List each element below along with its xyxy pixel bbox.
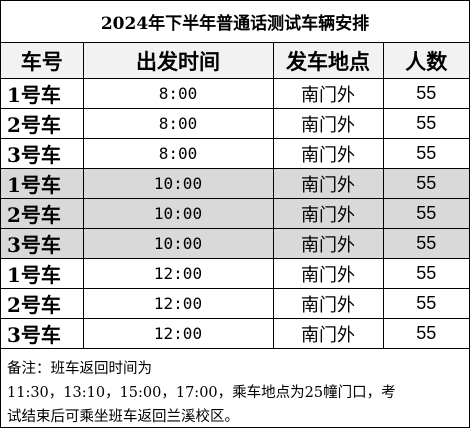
time-cell: 12:00 [82, 288, 274, 319]
count-cell: 55 [382, 228, 470, 259]
time-cell: 12:00 [82, 318, 274, 349]
count-cell: 55 [382, 168, 470, 199]
place-cell: 南门外 [272, 168, 384, 199]
header-row: 车号 出发时间 发车地点 人数 [1, 42, 470, 79]
table-row: 3号车 8:00 南门外 55 [1, 138, 470, 169]
place-cell: 南门外 [272, 108, 384, 139]
header-time: 出发时间 [82, 42, 274, 79]
time-cell: 10:00 [82, 198, 274, 229]
count-cell: 55 [382, 258, 470, 289]
place-cell: 南门外 [272, 288, 384, 319]
table-row: 2号车 10:00 南门外 55 [1, 198, 470, 229]
table-row: 2号车 12:00 南门外 55 [1, 288, 470, 319]
sheet-title: 2024年下半年普通话测试车辆安排 [1, 1, 470, 43]
header-car: 车号 [1, 42, 84, 79]
note-line: 11:30，13:10，15:00，17:00，乘车地点为25幢门口，考 [7, 385, 396, 401]
table-row: 2号车 8:00 南门外 55 [1, 108, 470, 139]
table-row: 1号车 10:00 南门外 55 [1, 168, 470, 199]
time-cell: 8:00 [82, 138, 274, 169]
time-cell: 8:00 [82, 78, 274, 109]
car-cell: 1号车 [1, 78, 84, 109]
count-cell: 55 [382, 138, 470, 169]
car-cell: 3号车 [1, 228, 84, 259]
place-cell: 南门外 [272, 78, 384, 109]
table-row: 3号车 12:00 南门外 55 [1, 318, 470, 349]
schedule-table: 2024年下半年普通话测试车辆安排 车号 出发时间 发车地点 人数 1号车 8:… [1, 1, 470, 349]
note-line: 试结束后可乘坐班车返回兰溪校区。 [7, 409, 239, 425]
place-cell: 南门外 [272, 138, 384, 169]
time-cell: 10:00 [82, 228, 274, 259]
title-row: 2024年下半年普通话测试车辆安排 [1, 1, 470, 43]
count-cell: 55 [382, 108, 470, 139]
time-cell: 8:00 [82, 108, 274, 139]
car-cell: 2号车 [1, 198, 84, 229]
car-cell: 1号车 [1, 168, 84, 199]
place-cell: 南门外 [272, 258, 384, 289]
car-cell: 2号车 [1, 108, 84, 139]
count-cell: 55 [382, 78, 470, 109]
car-cell: 1号车 [1, 258, 84, 289]
count-cell: 55 [382, 198, 470, 229]
car-cell: 3号车 [1, 318, 84, 349]
car-cell: 3号车 [1, 138, 84, 169]
place-cell: 南门外 [272, 198, 384, 229]
table-row: 3号车 10:00 南门外 55 [1, 228, 470, 259]
table-row: 1号车 8:00 南门外 55 [1, 78, 470, 109]
header-place: 发车地点 [272, 42, 384, 79]
note-line: 备注：班车返回时间为 [7, 361, 152, 377]
place-cell: 南门外 [272, 228, 384, 259]
count-cell: 55 [382, 288, 470, 319]
note-block: 备注：班车返回时间为 11:30，13:10，15:00，17:00，乘车地点为… [1, 357, 469, 429]
time-cell: 10:00 [82, 168, 274, 199]
count-cell: 55 [382, 318, 470, 349]
time-cell: 12:00 [82, 258, 274, 289]
table-row: 1号车 12:00 南门外 55 [1, 258, 470, 289]
place-cell: 南门外 [272, 318, 384, 349]
header-count: 人数 [382, 42, 470, 79]
car-cell: 2号车 [1, 288, 84, 319]
